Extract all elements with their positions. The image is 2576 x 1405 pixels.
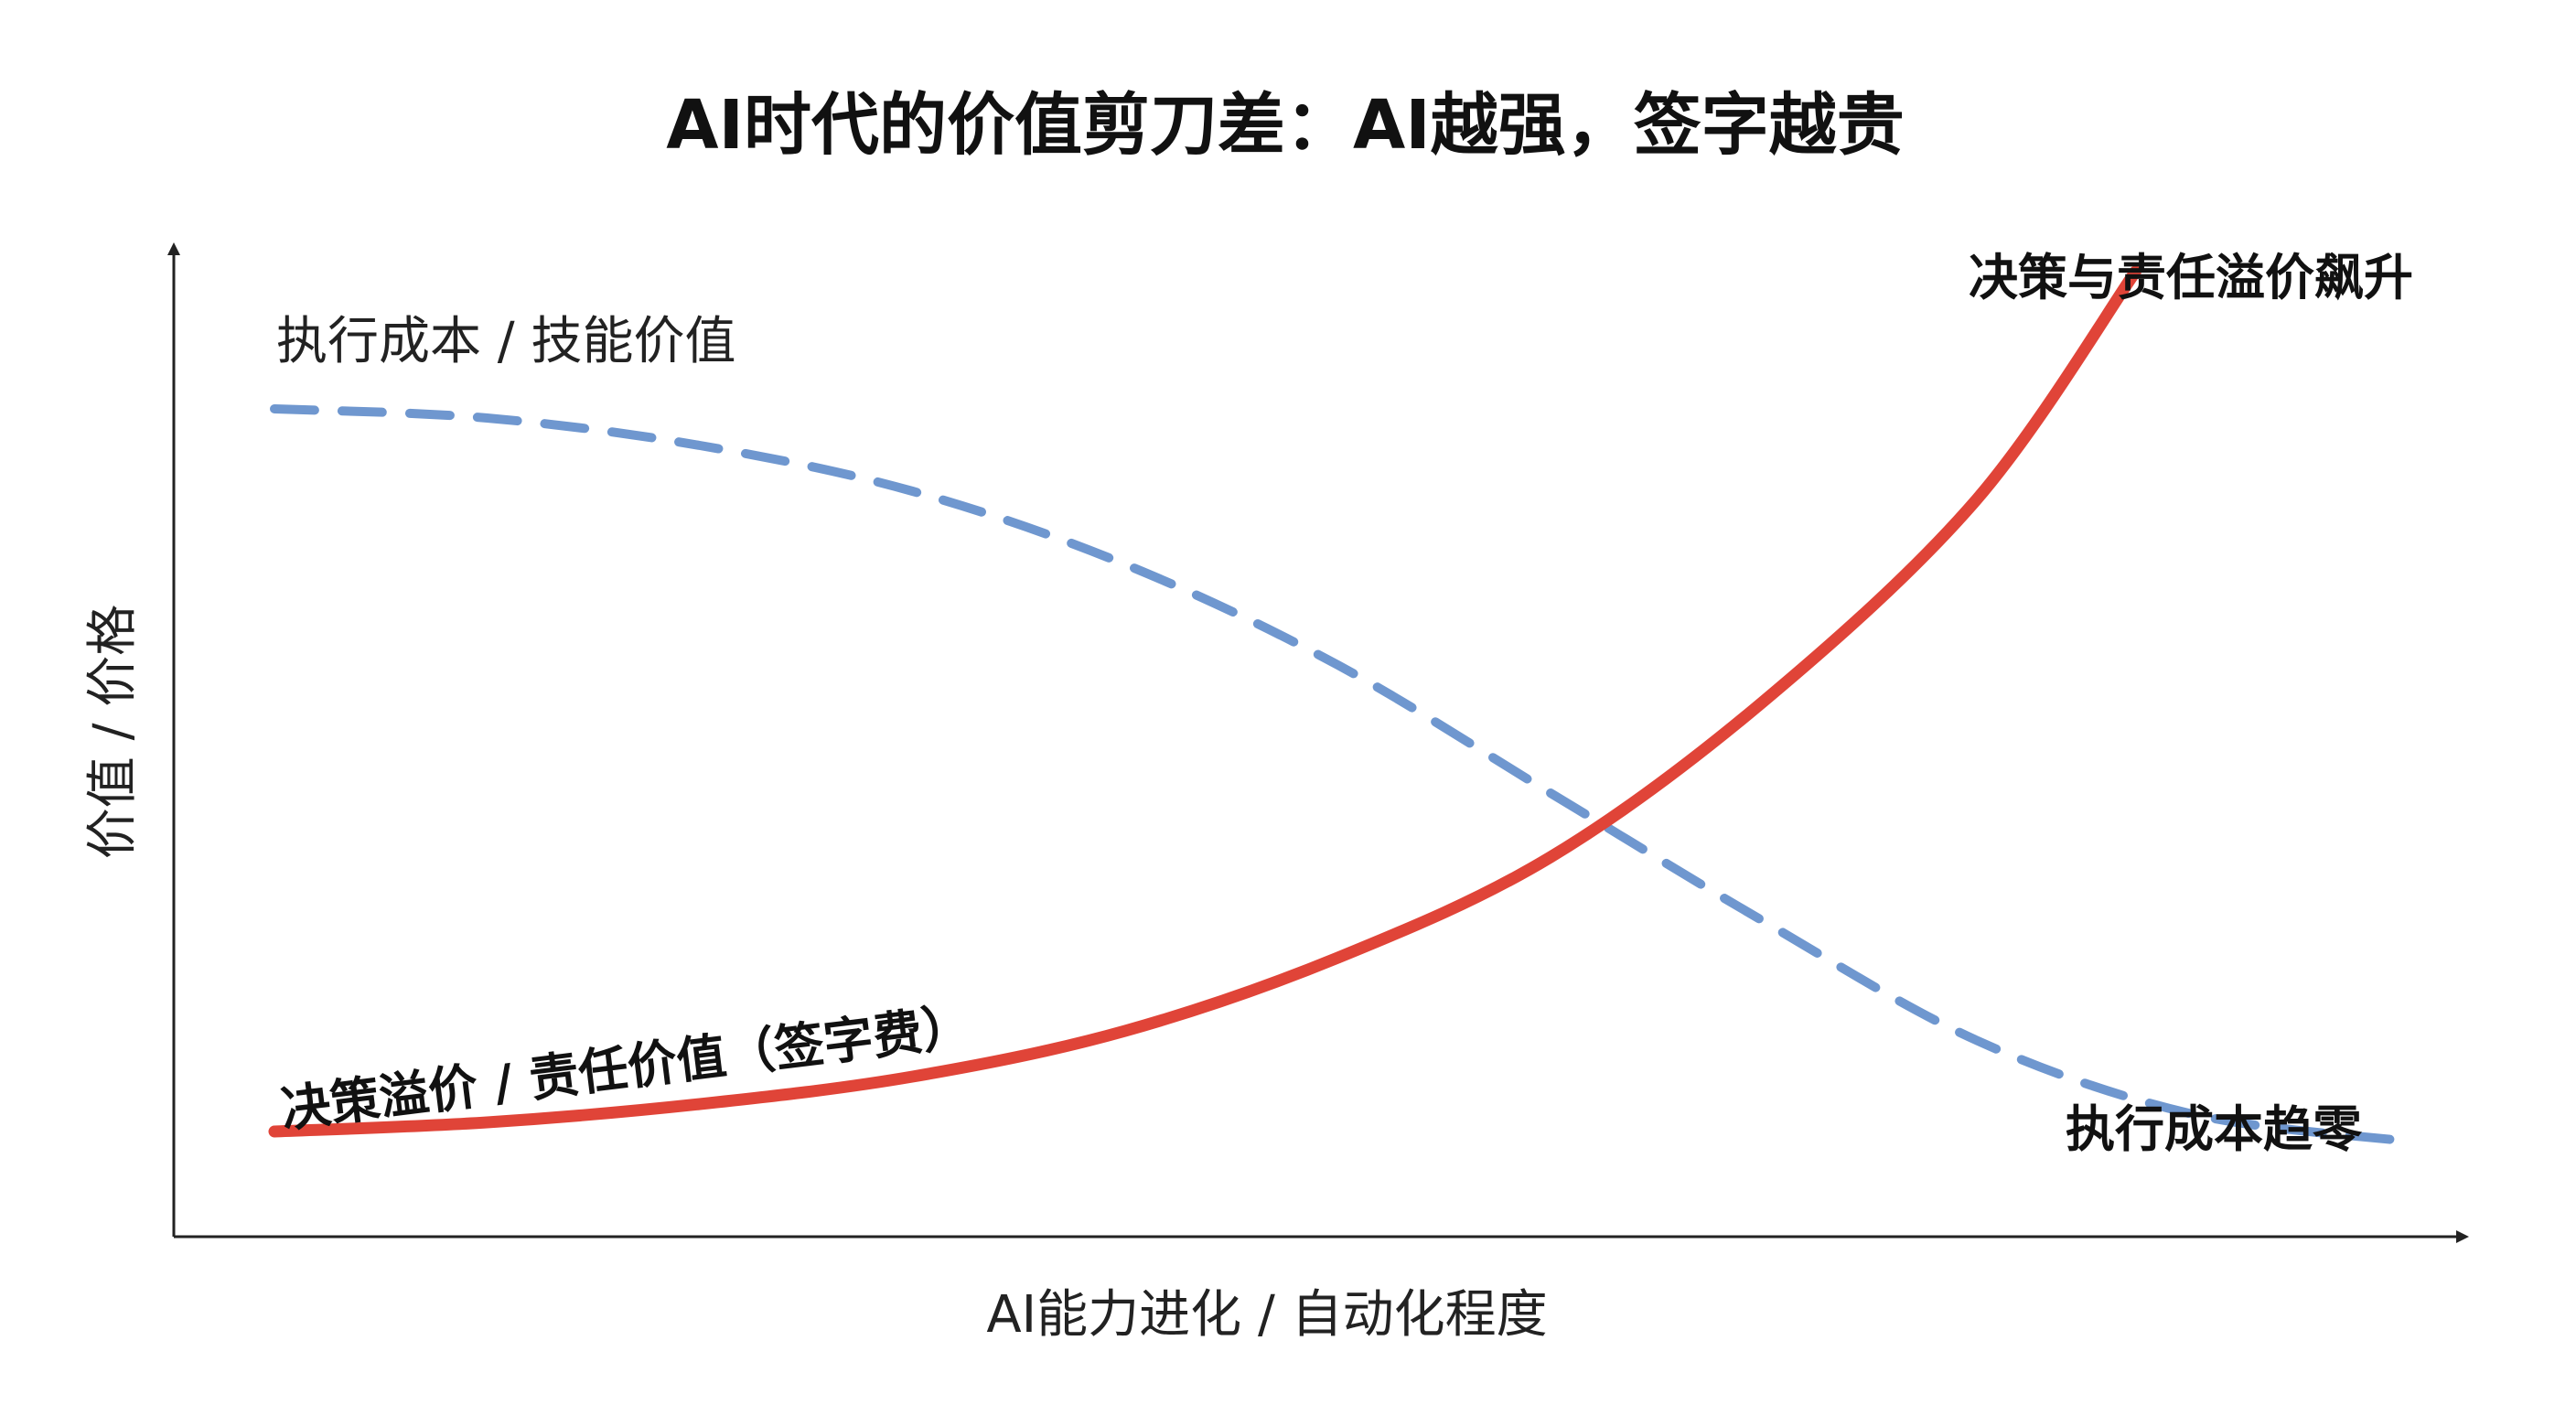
x-axis-label: AI能力进化 / 自动化程度: [986, 1285, 1547, 1345]
series-line-execution-cost: [270, 404, 2406, 1145]
series-line-decision-premium: [268, 265, 2141, 1138]
series-label-decision: 决策溢价 / 责任价值（签字费）: [278, 997, 974, 1139]
y-axis-label: 价值 / 价格: [83, 605, 143, 859]
end-label-decision: 决策与责任溢价飙升: [1969, 249, 2413, 306]
chart-title: AI时代的价值剪刀差：AI越强，签字越贵: [666, 86, 1905, 165]
series-label-execution: 执行成本 / 技能价值: [276, 312, 735, 371]
series-layer: [268, 265, 2406, 1145]
end-label-execution: 执行成本趋零: [2066, 1100, 2363, 1158]
